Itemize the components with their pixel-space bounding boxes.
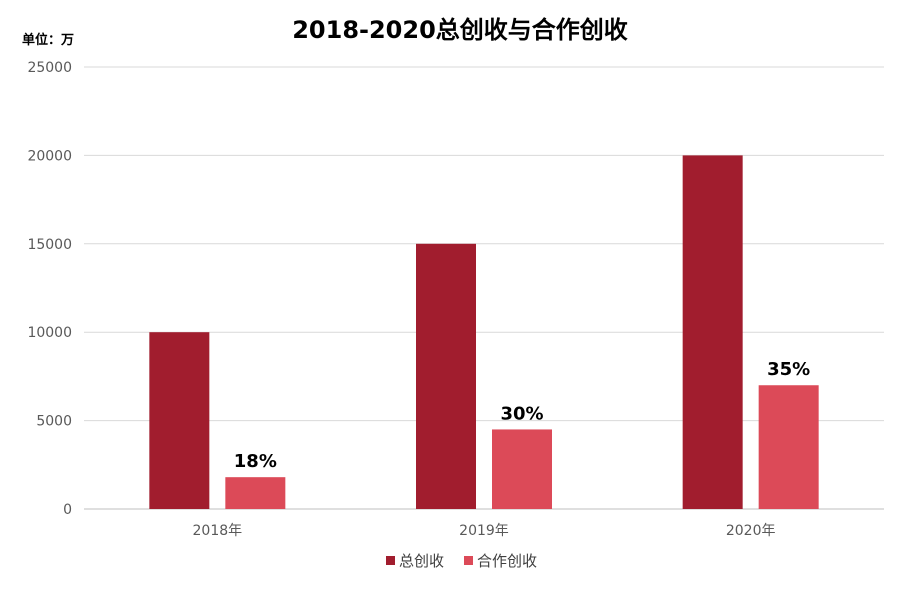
data-labels: 18% 30% 35%: [234, 359, 810, 472]
y-tick-label: 0: [63, 502, 72, 518]
data-label: 35%: [767, 359, 810, 380]
y-axis-ticks: 0 5000 10000 15000 20000 25000: [27, 60, 72, 518]
legend-swatch: [464, 556, 473, 565]
data-label: 30%: [500, 403, 543, 424]
x-tick-label: 2018年: [193, 523, 243, 539]
bar-total: [149, 332, 210, 509]
bar-cooperation: [225, 477, 286, 509]
bar-cooperation: [758, 385, 819, 509]
chart-title: 2018-2020总创收与合作创收: [292, 16, 628, 44]
x-axis-labels: 2018年 2019年 2020年: [193, 523, 776, 539]
y-tick-label: 10000: [27, 325, 72, 341]
y-tick-label: 20000: [27, 148, 72, 164]
y-tick-label: 25000: [27, 60, 72, 76]
data-label: 18%: [234, 451, 277, 472]
gridlines: [84, 66, 884, 510]
y-tick-label: 15000: [27, 237, 72, 253]
bar-total: [682, 155, 743, 509]
legend-label: 总创收: [399, 552, 444, 570]
y-tick-label: 5000: [36, 414, 72, 430]
x-tick-label: 2019年: [459, 523, 509, 539]
legend-label: 合作创收: [477, 552, 537, 570]
bars: [149, 155, 819, 510]
bar-cooperation: [492, 429, 552, 509]
x-tick-label: 2020年: [726, 523, 776, 539]
bar-total: [416, 243, 476, 510]
legend: 总创收 合作创收: [386, 552, 537, 570]
legend-swatch: [386, 556, 395, 565]
unit-label: 单位：万: [22, 32, 74, 48]
